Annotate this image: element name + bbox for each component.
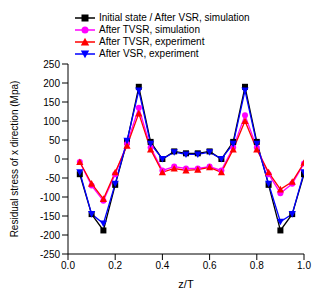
svg-text:200: 200 [43,78,60,89]
svg-text:250: 250 [43,59,60,70]
html-text:After TVSR, simulation: After TVSR, simulation [99,24,200,35]
svg-text:0: 0 [54,154,60,165]
svg-text:0.6: 0.6 [203,260,217,271]
svg-text:Residual stress of x direction: Residual stress of x direction (Mpa) [9,81,20,238]
html-text:Initial state / After VSR, sim: Initial state / After VSR, simulation [99,12,250,23]
svg-text:0.0: 0.0 [61,260,75,271]
svg-text:-150: -150 [40,211,60,222]
svg-text:-50: -50 [46,173,61,184]
svg-text:50: 50 [49,135,61,146]
svg-text:0.4: 0.4 [155,260,169,271]
svg-text:-250: -250 [40,249,60,260]
svg-text:z/T: z/T [178,278,194,290]
html-text:After VSR, experiment: After VSR, experiment [99,48,199,59]
svg-text:100: 100 [43,116,60,127]
svg-text:150: 150 [43,97,60,108]
svg-text:-200: -200 [40,230,60,241]
svg-text:0.2: 0.2 [108,260,122,271]
svg-text:0.8: 0.8 [250,260,264,271]
svg-text:-100: -100 [40,192,60,203]
html-text:After TVSR, experiment: After TVSR, experiment [99,36,205,47]
svg-text:1.0: 1.0 [297,260,311,271]
